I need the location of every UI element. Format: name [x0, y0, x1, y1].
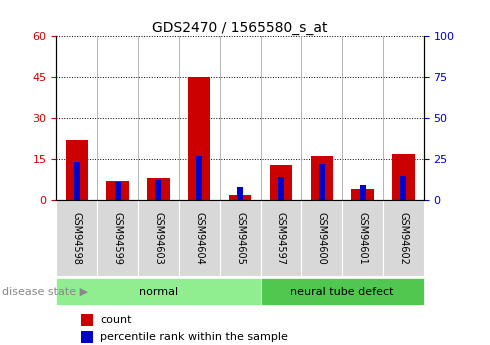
Text: GSM94598: GSM94598: [72, 211, 82, 265]
Bar: [400, 176, 407, 200]
Text: GSM94600: GSM94600: [317, 212, 327, 264]
Text: GSM94603: GSM94603: [153, 212, 164, 264]
Text: GSM94597: GSM94597: [276, 211, 286, 265]
Bar: [383, 200, 424, 276]
Bar: [342, 200, 383, 276]
Text: GSM94601: GSM94601: [358, 212, 368, 264]
Bar: [270, 165, 292, 200]
Bar: [179, 200, 220, 276]
Text: disease state ▶: disease state ▶: [2, 287, 89, 296]
Bar: [392, 154, 415, 200]
Bar: [56, 200, 97, 276]
Bar: [261, 277, 424, 306]
Text: percentile rank within the sample: percentile rank within the sample: [100, 333, 288, 342]
Bar: [115, 182, 121, 200]
Bar: [56, 277, 261, 306]
Text: GSM94604: GSM94604: [194, 212, 204, 264]
Text: GSM94605: GSM94605: [235, 211, 245, 265]
Bar: [301, 200, 342, 276]
Bar: [318, 164, 325, 200]
Text: count: count: [100, 315, 131, 325]
Bar: [237, 187, 243, 200]
Bar: [311, 156, 333, 200]
Bar: [220, 200, 261, 276]
Text: GSM94602: GSM94602: [398, 211, 409, 265]
Bar: [360, 185, 366, 200]
Text: GSM94599: GSM94599: [113, 211, 122, 265]
Bar: [81, 331, 93, 343]
Bar: [138, 200, 179, 276]
Bar: [188, 77, 211, 200]
Bar: [155, 180, 162, 200]
Bar: [97, 200, 138, 276]
Text: neural tube defect: neural tube defect: [291, 287, 394, 296]
Bar: [261, 200, 301, 276]
Bar: [66, 140, 88, 200]
Bar: [229, 195, 251, 200]
Bar: [196, 156, 202, 200]
Title: GDS2470 / 1565580_s_at: GDS2470 / 1565580_s_at: [152, 21, 328, 35]
Bar: [351, 189, 374, 200]
Text: normal: normal: [139, 287, 178, 296]
Bar: [81, 314, 93, 326]
Bar: [74, 162, 80, 200]
Bar: [106, 181, 129, 200]
Bar: [147, 178, 170, 200]
Bar: [278, 177, 284, 200]
